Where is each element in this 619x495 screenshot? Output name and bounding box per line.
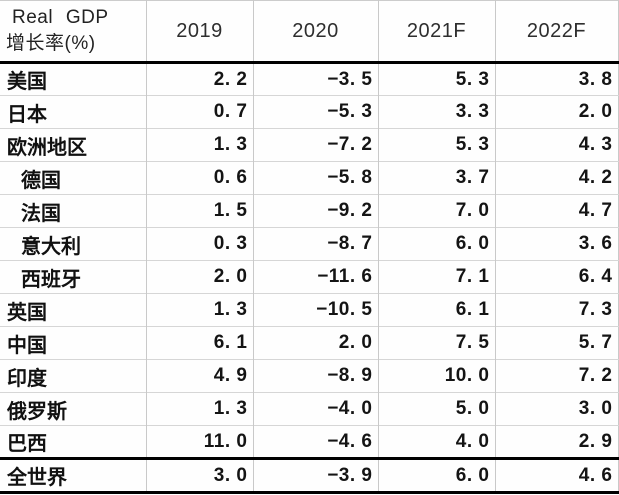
table-row: 意大利 0. 3 −8. 7 6. 0 3. 6 — [0, 227, 618, 261]
value-cell: 6. 4 — [494, 260, 618, 294]
column-header-2022f: 2022F — [494, 0, 618, 63]
table-row: 日本 0. 7 −5. 3 3. 3 2. 0 — [0, 95, 618, 129]
value-cell: −5. 8 — [252, 161, 378, 195]
value-cell: 4. 6 — [494, 458, 618, 493]
value-cell: 6. 1 — [145, 326, 253, 360]
value-cell: −5. 3 — [252, 95, 378, 129]
value-cell: 4. 3 — [494, 128, 618, 162]
value-cell: 1. 5 — [145, 194, 253, 228]
table-row: 法国 1. 5 −9. 2 7. 0 4. 7 — [0, 194, 618, 228]
value-cell: 1. 3 — [145, 293, 253, 327]
value-cell: 4. 9 — [145, 359, 253, 393]
row-label: 德国 — [21, 169, 61, 192]
table-title-line1: Real GDP — [12, 7, 109, 29]
table-row: 印度 4. 9 −8. 9 10. 0 7. 2 — [0, 359, 618, 393]
value-cell: −11. 6 — [252, 260, 378, 294]
value-cell: 2. 2 — [145, 62, 253, 96]
value-cell: −3. 5 — [252, 62, 378, 96]
table-row: 中国 6. 1 2. 0 7. 5 5. 7 — [0, 326, 618, 360]
value-cell: 3. 8 — [494, 62, 618, 96]
header-row: Real GDP 增长率(%) 2019 2020 2021F 2022F — [0, 0, 618, 63]
row-label: 法国 — [21, 202, 61, 225]
table-row: 德国 0. 6 −5. 8 3. 7 4. 2 — [0, 161, 618, 195]
value-cell: 6. 0 — [377, 227, 495, 261]
value-cell: 5. 3 — [377, 62, 495, 96]
row-label: 印度 — [7, 367, 47, 390]
table-row: 全世界 3. 0 −3. 9 6. 0 4. 6 — [0, 458, 618, 493]
value-cell: 4. 7 — [494, 194, 618, 228]
row-label: 英国 — [7, 301, 47, 324]
row-label: 俄罗斯 — [7, 400, 67, 423]
value-cell: 2. 0 — [252, 326, 378, 360]
row-label: 美国 — [7, 71, 47, 93]
value-cell: 1. 3 — [145, 128, 253, 162]
value-cell: 7. 2 — [494, 359, 618, 393]
value-cell: −7. 2 — [252, 128, 378, 162]
row-label: 欧洲地区 — [7, 136, 87, 159]
table-title-line2: 增长率(%) — [6, 33, 96, 54]
value-cell: 3. 0 — [145, 458, 253, 493]
value-cell: 3. 6 — [494, 227, 618, 261]
table-row: 美国 2. 2 −3. 5 5. 3 3. 8 — [0, 62, 618, 96]
value-cell: −9. 2 — [252, 194, 378, 228]
value-cell: 7. 1 — [377, 260, 495, 294]
table-row: 巴西 11. 0 −4. 6 4. 0 2. 9 — [0, 425, 618, 459]
value-cell: −8. 7 — [252, 227, 378, 261]
value-cell: 7. 5 — [377, 326, 495, 360]
column-header-2020: 2020 — [252, 0, 378, 63]
value-cell: −3. 9 — [252, 458, 378, 493]
value-cell: 0. 3 — [145, 227, 253, 261]
value-cell: −8. 9 — [252, 359, 378, 393]
table-title-cell: Real GDP 增长率(%) — [0, 1, 146, 63]
value-cell: 7. 3 — [494, 293, 618, 327]
value-cell: 4. 0 — [377, 425, 495, 459]
value-cell: 4. 2 — [494, 161, 618, 195]
value-cell: 3. 3 — [377, 95, 495, 129]
row-label: 日本 — [7, 103, 47, 126]
value-cell: 5. 3 — [377, 128, 495, 162]
value-cell: −10. 5 — [252, 293, 378, 327]
row-label: 中国 — [7, 334, 47, 357]
value-cell: 2. 0 — [494, 95, 618, 129]
value-cell: 10. 0 — [377, 359, 495, 393]
value-cell: 2. 9 — [494, 425, 618, 459]
value-cell: 5. 0 — [377, 392, 495, 426]
value-cell: −4. 0 — [252, 392, 378, 426]
value-cell: 3. 0 — [494, 392, 618, 426]
value-cell: 11. 0 — [145, 425, 253, 459]
value-cell: 5. 7 — [494, 326, 618, 360]
table-row: 英国 1. 3 −10. 5 6. 1 7. 3 — [0, 293, 618, 327]
value-cell: −4. 6 — [252, 425, 378, 459]
value-cell: 0. 7 — [145, 95, 253, 129]
value-cell: 6. 1 — [377, 293, 495, 327]
column-header-2021f: 2021F — [377, 0, 495, 63]
value-cell: 3. 7 — [377, 161, 495, 195]
value-cell: 0. 6 — [145, 161, 253, 195]
value-cell: 1. 3 — [145, 392, 253, 426]
table-row: 俄罗斯 1. 3 −4. 0 5. 0 3. 0 — [0, 392, 618, 426]
table-row: 西班牙 2. 0 −11. 6 7. 1 6. 4 — [0, 260, 618, 294]
table-row: 欧洲地区 1. 3 −7. 2 5. 3 4. 3 — [0, 128, 618, 162]
row-label: 意大利 — [21, 235, 81, 258]
value-cell: 2. 0 — [145, 260, 253, 294]
column-header-2019: 2019 — [145, 0, 253, 63]
value-cell: 7. 0 — [377, 194, 495, 228]
value-cell: 6. 0 — [377, 458, 495, 493]
table-body: 美国 2. 2 −3. 5 5. 3 3. 8 日本 0. 7 −5. 3 3. 3 2. 0 欧洲… — [0, 62, 618, 493]
row-label: 全世界 — [7, 467, 67, 489]
row-label: 巴西 — [7, 433, 47, 455]
row-label: 西班牙 — [21, 268, 81, 291]
